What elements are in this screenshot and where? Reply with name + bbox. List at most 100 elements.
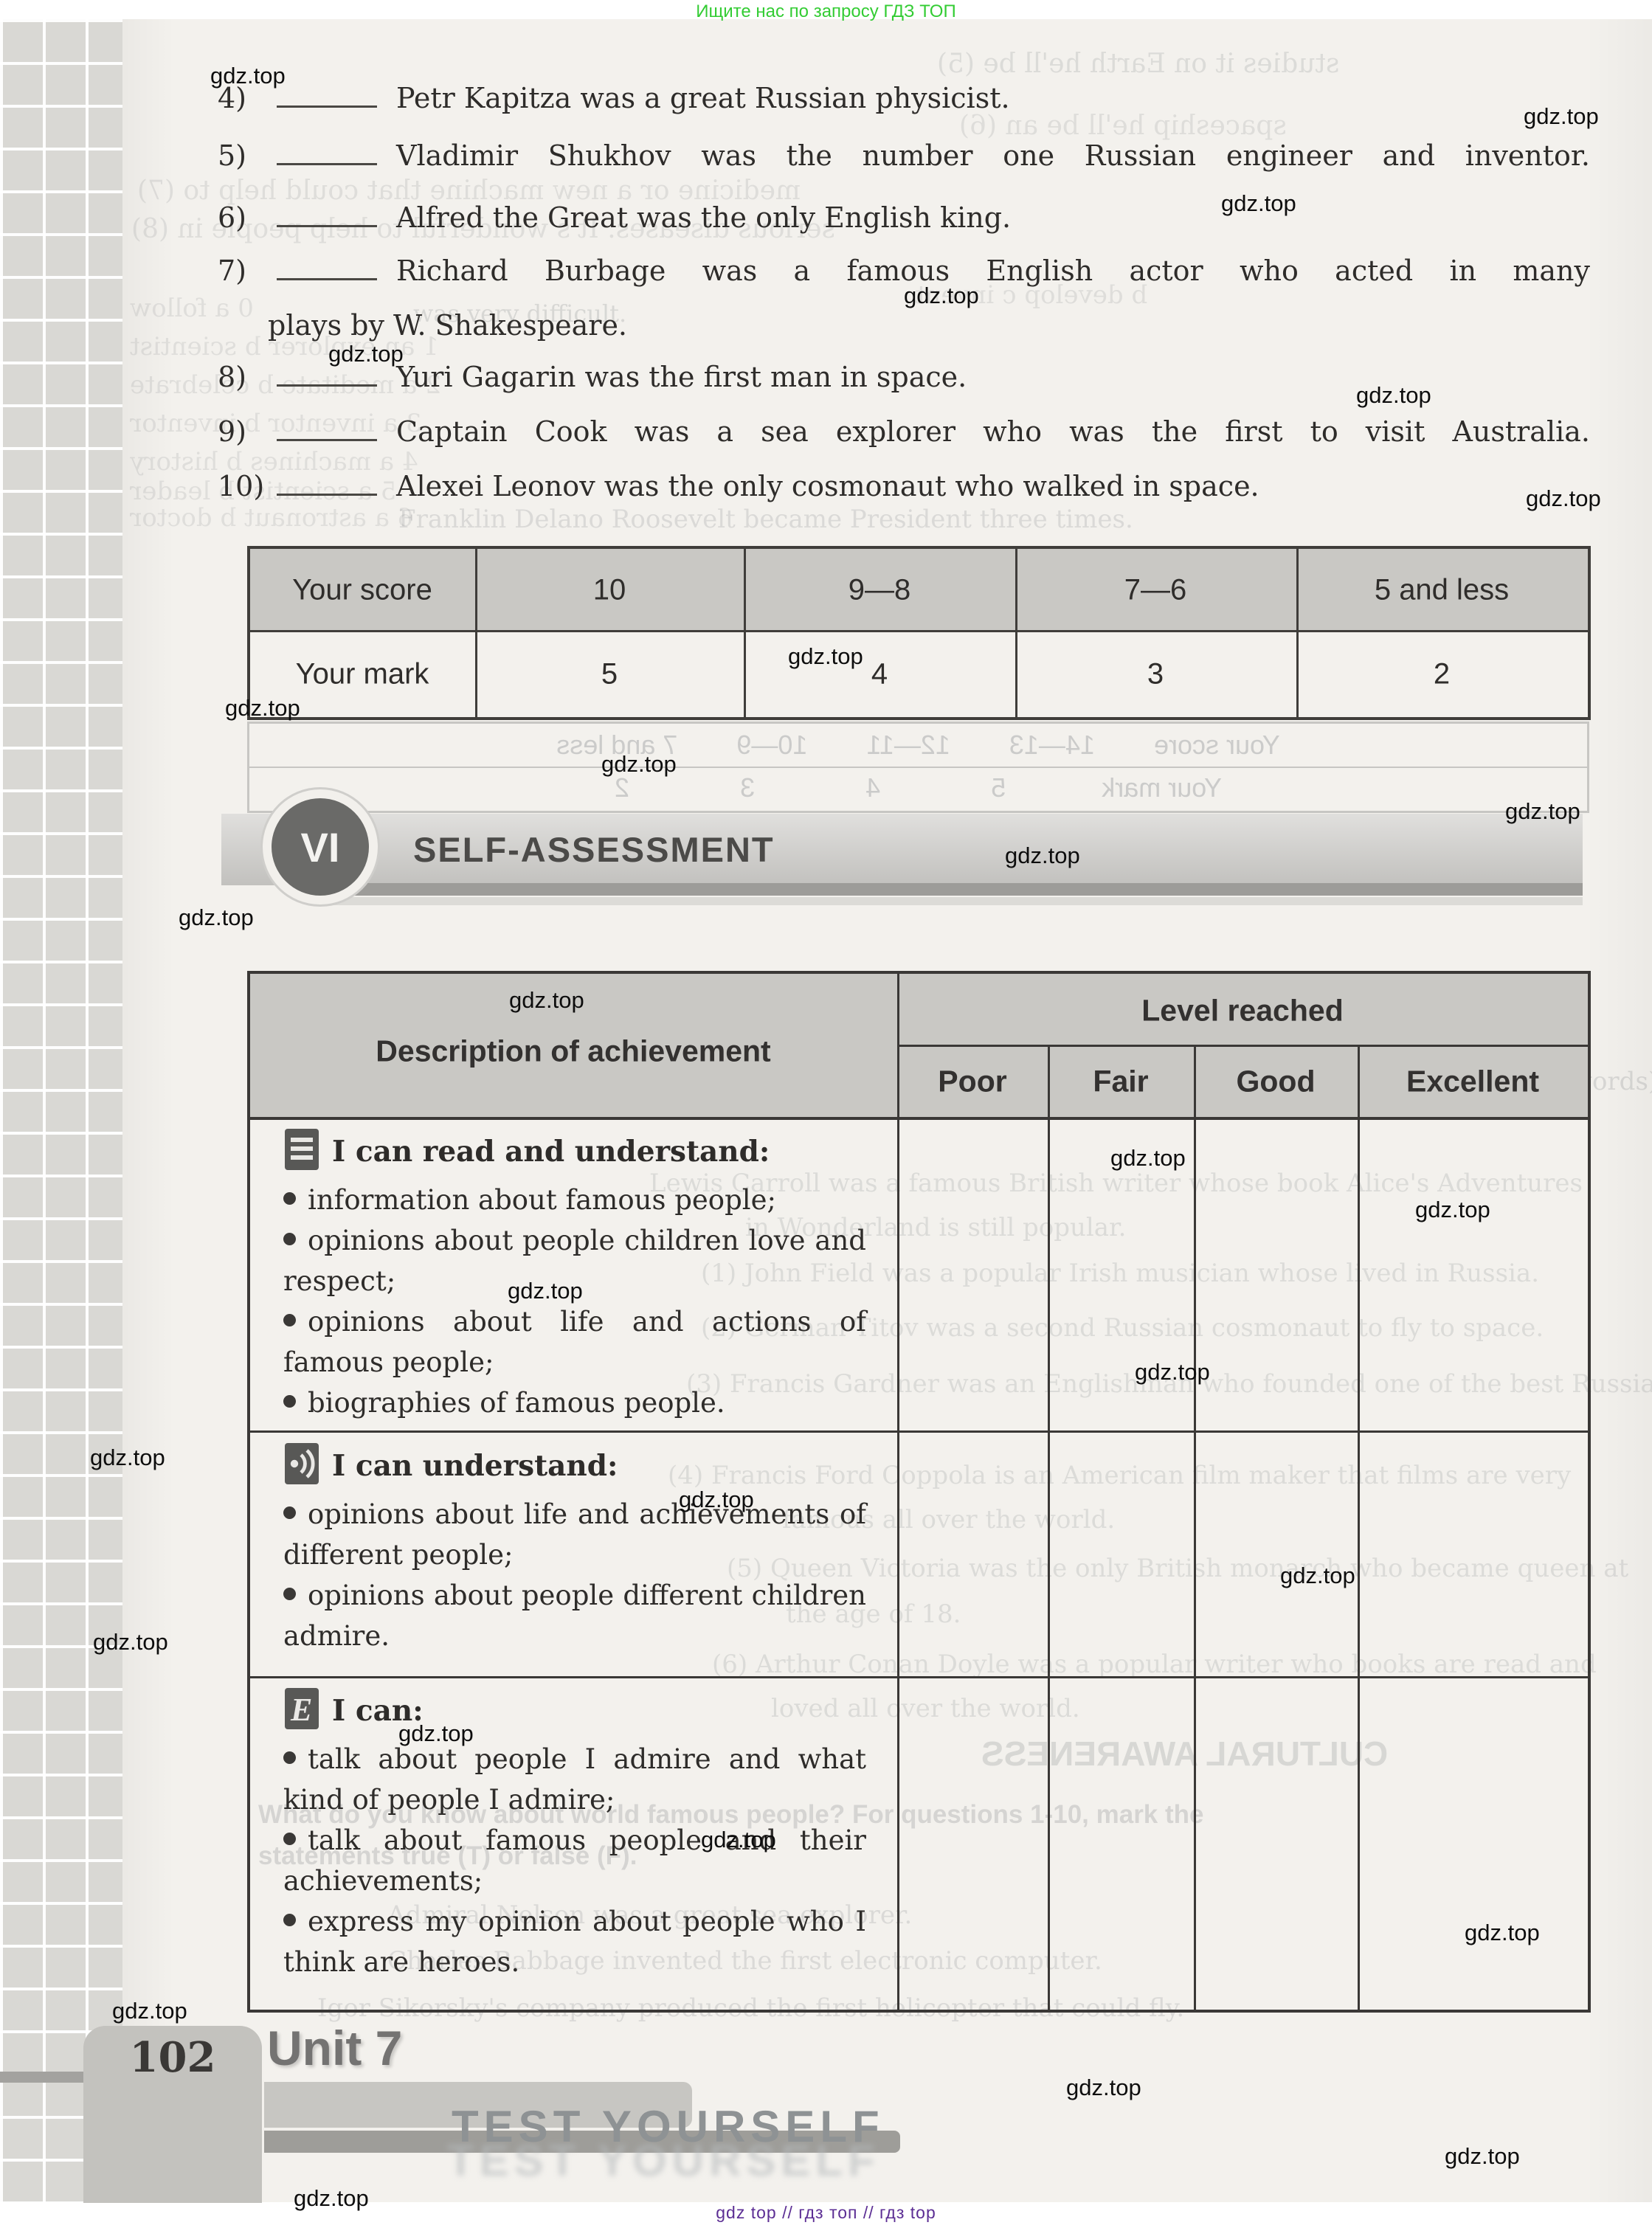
watermark: gdz.top [112,1998,187,2024]
bleed-through-text: (2) German Titov was a second Russian co… [701,1313,1544,1343]
assessment-row-speaking: E I can: talk about people I admire and … [283,1686,866,1982]
watermark: gdz.top [701,1827,776,1852]
bullet-item: opinions about life and actions of famou… [283,1301,866,1383]
table-line [475,549,477,717]
watermark: gdz.top [1221,190,1296,216]
table-line [744,549,746,717]
watermark: gdz.top [328,341,404,367]
score-value: 10 [592,573,626,606]
bullet-item: information about famous people; [283,1180,866,1220]
list-item: 8) Yuri Gagarin was the first man in spac… [218,350,1590,404]
watermark: gdz.top [679,1487,754,1512]
watermark: gdz.top [904,283,979,308]
item-number: 9) [218,415,247,448]
bleed-through-text: Your mark 5 4 3 2 [615,772,1222,803]
svg-text:E: E [290,1692,312,1728]
row-heading: I can read and understand: [283,1127,866,1174]
item-text: Yuri Gagarin was the first man in space. [396,361,967,393]
watermark: gdz.top [1526,485,1601,511]
watermark: gdz.top [398,1720,474,1746]
banner-stripe [325,883,1583,896]
answer-blank[interactable] [277,194,377,227]
bleed-through-text: (6) Arthur Conan Doyle was a popular wri… [712,1650,1597,1679]
item-text: Alexei Leonov was the only cosmonaut who… [396,470,1259,502]
promo-banner-top: Ищите нас по запросу ГДЗ ТОП [696,1,956,21]
bleed-through-text: Igor Sikorsky's company produced the fir… [317,1993,1185,2023]
table-line [897,1045,1588,1047]
table-line [250,1117,1588,1120]
bullet-item: biographies of famous people. [283,1383,866,1423]
watermark: gdz.top [1445,2143,1520,2169]
row-heading-text: I can read and understand: [332,1135,770,1169]
bleed-through-text: in Wonderland is still popular. [745,1213,1127,1242]
row-heading: I can understand: [283,1442,866,1488]
score-table: Your score 10 9—8 7—6 5 and less Your ma… [247,546,1591,720]
promo-banner-bottom: gdz top // гдз топ // гдз top [716,2203,936,2222]
bleed-through-text: loved all over the world. [771,1694,1080,1723]
watermark: gdz.top [601,751,677,777]
listen-icon [283,1442,320,1486]
watermark: gdz.top [179,904,254,930]
watermark: gdz.top [1110,1145,1186,1171]
watermark: gdz.top [210,63,286,89]
bullet-item: opinions about life and achievements of … [283,1494,866,1575]
answer-blank[interactable] [277,353,377,387]
bullet-item: talk about people I admire and what kind… [283,1739,866,1820]
watermark: gdz.top [93,1629,168,1655]
bullet-dot [283,1395,296,1408]
answer-blank[interactable] [277,75,377,108]
mark-value: 5 [601,657,618,691]
table-line [1194,1045,1196,2010]
column-header-excellent: Excellent [1406,1064,1540,1099]
self-assessment-table: Description of achievement Level reached… [247,971,1591,2013]
bullet-text: opinions about people different children… [283,1580,866,1652]
column-header-good: Good [1236,1064,1316,1099]
page-number-tab [83,2026,262,2203]
table-line [250,1676,1588,1678]
watermark: gdz.top [508,1278,583,1304]
score-value: 7—6 [1124,573,1187,606]
bleed-through-text: Charles Babbage invented the first elect… [387,1946,1102,1976]
score-value: 9—8 [848,573,911,606]
item-number: 4) [218,82,247,114]
item-number: 8) [218,361,247,393]
column-header-poor: Poor [938,1064,1007,1099]
footer-thin-bar [0,2072,90,2083]
watermark: gdz.top [1505,798,1580,824]
bullet-text: opinions about life and actions of famou… [283,1306,866,1378]
bullet-dot [283,1751,296,1764]
bleed-through-text: What do you know about world famous peop… [258,1800,1204,1829]
watermark: gdz.top [90,1445,165,1470]
mark-value: 4 [871,657,888,691]
item-number: 5) [218,139,247,172]
list-item: 7) Richard Burbage was a famous English a… [218,243,1590,353]
answer-blank[interactable] [277,247,377,280]
bleed-through-text: Franklin Delano Roosevelt became Preside… [398,505,1133,534]
watermark: gdz.top [1005,843,1080,868]
item-text: Captain Cook was a sea explorer who was … [396,415,1590,448]
item-text-line2: plays by W. Shakespeare. [268,309,628,342]
column-header-description: Description of achievement [376,1034,771,1068]
table-line [249,767,1587,768]
bleed-through-text: famous all over the world. [782,1505,1116,1535]
list-item: 9) Captain Cook was a sea explorer who wa… [218,404,1590,459]
table-line [1358,1045,1360,2010]
answer-blank[interactable] [277,408,377,441]
page-edge-grid [0,19,127,2202]
banner-stripe-light [325,897,1583,905]
read-icon [283,1127,320,1172]
bullet-text: express my opinion about people who I th… [283,1906,866,1978]
bullet-text: talk about famous people and their achie… [283,1824,866,1897]
bullet-dot [283,1506,296,1519]
item-text: Petr Kapitza was a great Russian physici… [396,82,1010,114]
bullet-text: talk about people I admire and what kind… [283,1743,866,1816]
table-line [1015,549,1017,717]
answer-blank[interactable] [277,463,377,496]
watermark: gdz.top [1135,1359,1210,1385]
bleed-through-text: statements true (T) or false (F). [258,1841,637,1870]
item-number: 7) [218,255,247,287]
watermark: gdz.top [1465,1920,1540,1945]
bullet-item: talk about famous people and their achie… [283,1820,866,1901]
answer-blank[interactable] [277,132,377,165]
